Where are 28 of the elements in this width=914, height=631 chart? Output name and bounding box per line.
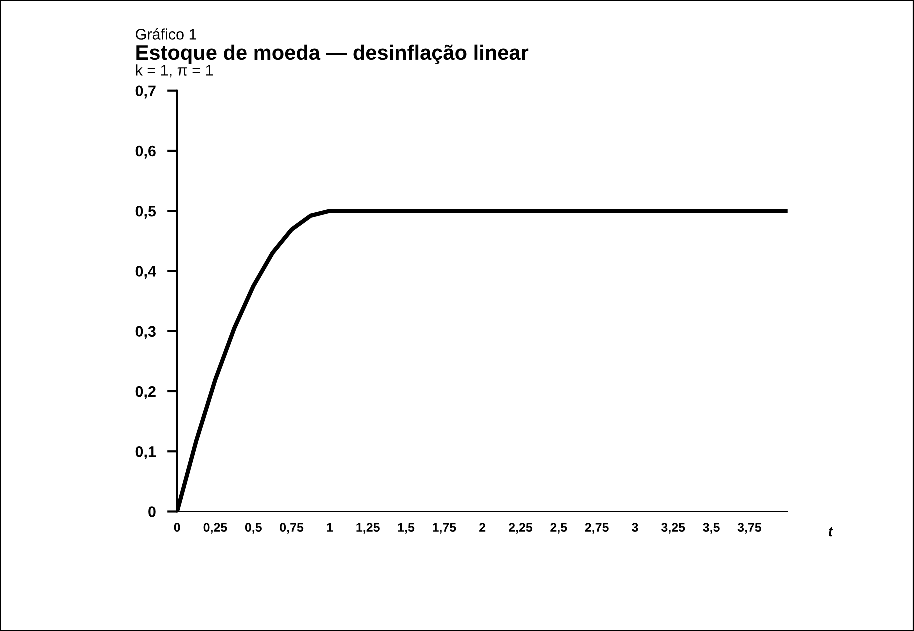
text: Gráfico 1 — [136, 28, 197, 40]
x-tick-label: 1,5 — [398, 523, 415, 534]
x-tick-label: 1,25 — [356, 523, 380, 534]
x-tick-label: 2 — [480, 523, 486, 532]
y-tick-label: 0,7 — [136, 86, 156, 99]
y-tick-label: 0,5 — [136, 206, 156, 220]
x-tick-label: 0 — [174, 523, 180, 532]
x-tick-label: 3,5 — [703, 523, 720, 534]
x-tick-label: 0,75 — [280, 523, 304, 534]
x-tick-label: 0,25 — [204, 523, 228, 534]
y-tick-label: 0,1 — [136, 446, 156, 460]
x-tick-label: 2,75 — [585, 523, 609, 534]
y-tick-label: 0 — [148, 506, 156, 518]
x-axis-title: t — [828, 527, 834, 537]
y-tick-label: 0,6 — [136, 146, 156, 159]
x-tick-label: 3,25 — [662, 523, 686, 534]
x-tick-label: 1,75 — [433, 523, 456, 534]
chart-subtitle: k = 1, π = 1 — [136, 64, 214, 78]
y-tick-label: 0,3 — [136, 326, 156, 340]
x-tick-label: 2,25 — [509, 523, 533, 534]
x-tick-label: 1 — [327, 523, 334, 532]
y-tick-label: 0,2 — [136, 386, 156, 400]
x-tick-label: 3 — [632, 523, 638, 532]
x-tick-label: 0,5 — [245, 523, 262, 534]
x-tick-label: 3,75 — [738, 523, 762, 534]
x-tick-label: 2,5 — [550, 523, 568, 534]
chart-title: Estoque de moeda — desinflação linear — [136, 44, 529, 64]
y-tick-label: 0,4 — [136, 266, 156, 280]
